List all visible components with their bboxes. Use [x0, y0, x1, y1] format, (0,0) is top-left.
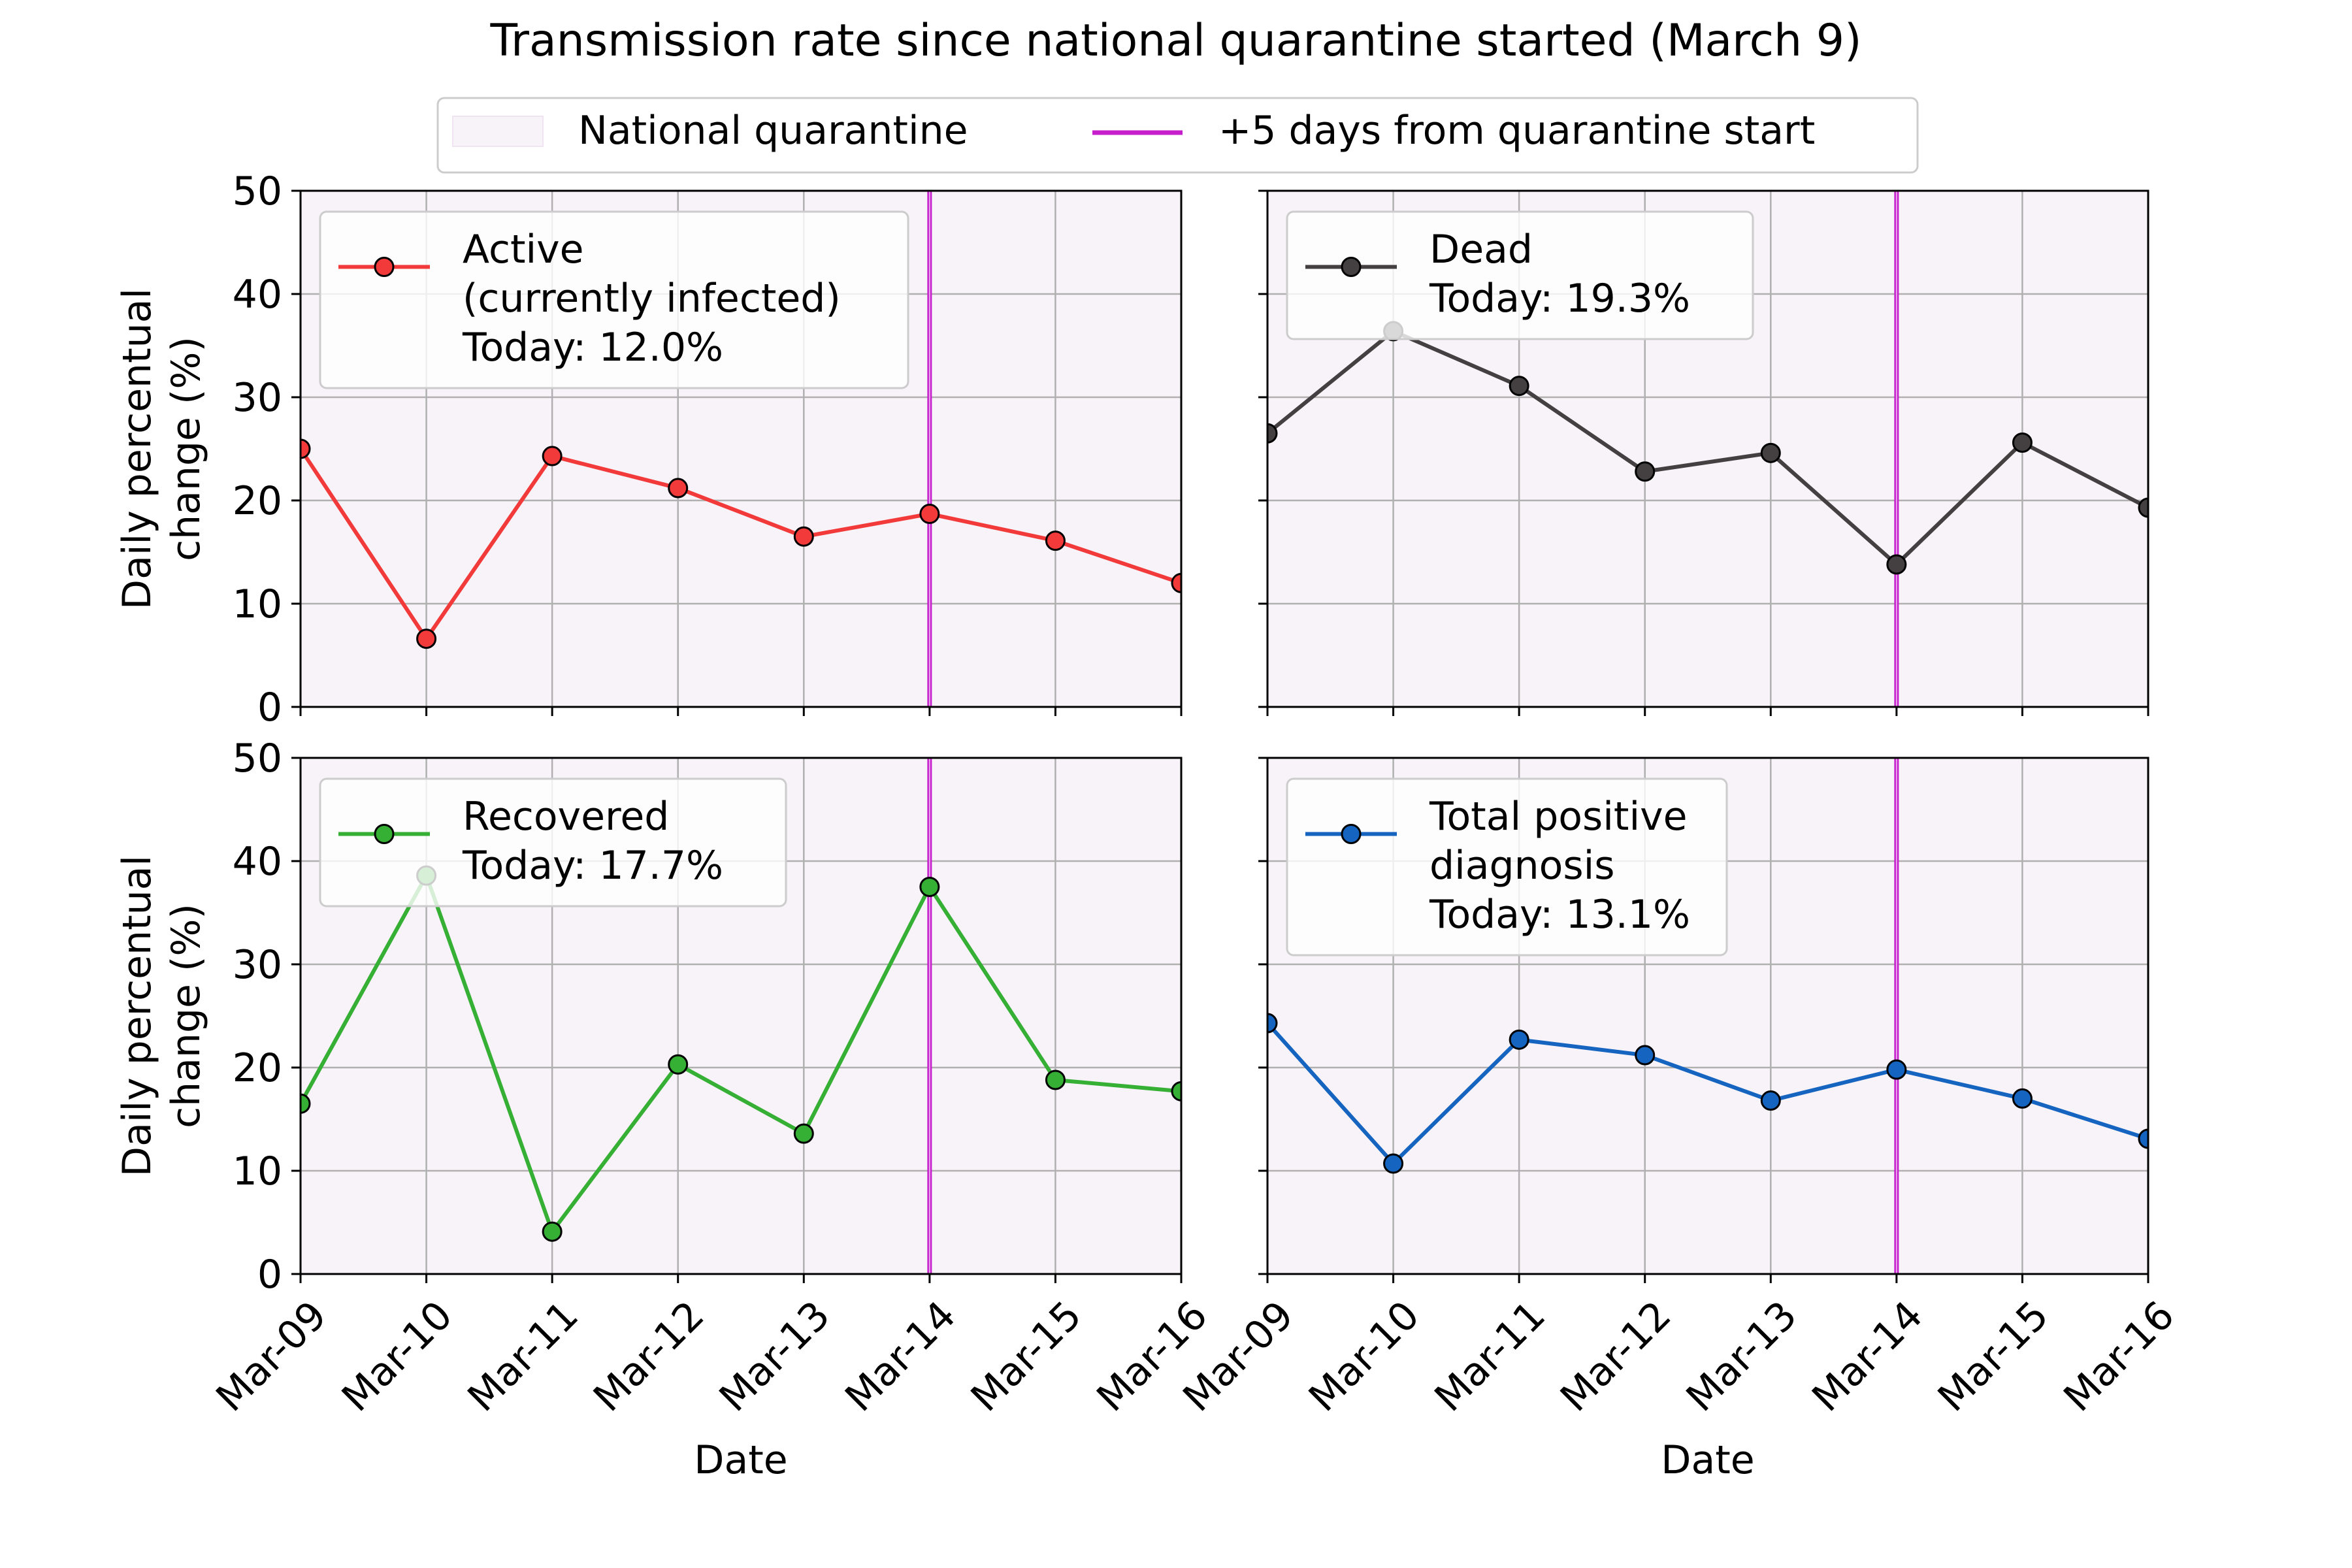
data-point	[793, 526, 814, 547]
panel-legend-marker	[374, 824, 395, 844]
y-tick-label: 20	[233, 478, 282, 524]
y-tick-label: 40	[233, 272, 282, 318]
y-tick-label: 10	[233, 581, 282, 627]
data-point	[793, 1123, 814, 1144]
panel-legend-box	[319, 210, 909, 389]
axes-frame	[299, 189, 1183, 708]
y-axis-label-line: Daily percentual	[114, 288, 160, 610]
y-axis-label-line: change (%)	[163, 336, 209, 561]
y-axis-label-line: change (%)	[163, 904, 209, 1128]
data-point	[1267, 1013, 1278, 1034]
panel-legend-text: Today: 17.7%	[462, 843, 723, 889]
y-tick-label: 30	[233, 375, 282, 421]
y-tick-label: 10	[233, 1149, 282, 1194]
data-point	[542, 1221, 563, 1242]
series-line	[1267, 1022, 2148, 1166]
quarantine-legend-swatch	[452, 116, 544, 147]
data-point	[1760, 1090, 1781, 1111]
data-point	[2138, 497, 2148, 518]
y-axis-label-line: Daily percentual	[114, 855, 160, 1177]
panel-legend-marker	[374, 257, 395, 277]
panel-legend-box	[1286, 777, 1728, 956]
y-tick-label: 0	[257, 685, 282, 730]
data-point	[1171, 572, 1181, 593]
data-point	[301, 438, 311, 459]
panel-legend-box	[1286, 210, 1754, 340]
chart-title: Transmission rate since national quarant…	[489, 15, 1861, 67]
data-point	[919, 877, 940, 897]
axes-frame	[1266, 757, 2149, 1275]
data-point	[1383, 1153, 1404, 1174]
series-group	[1267, 1013, 2148, 1174]
data-point	[2012, 433, 2033, 453]
y-tick-label: 40	[233, 839, 282, 885]
panel-legend-text: diagnosis	[1429, 843, 1615, 889]
panel-legend-text: Today: 13.1%	[1429, 892, 1690, 938]
quarantine-marker-legend-label: +5 days from quarantine start	[1218, 108, 1815, 154]
data-point	[2012, 1088, 2033, 1109]
y-tick-label: 20	[233, 1045, 282, 1091]
series-group	[301, 438, 1181, 649]
series-line	[301, 874, 1181, 1234]
panel-legend-text: Dead	[1429, 227, 1533, 272]
panel-legend-text: Recovered	[463, 794, 669, 840]
data-point	[416, 629, 437, 649]
data-point	[668, 1054, 689, 1075]
series-line	[301, 448, 1181, 641]
quarantine-legend-label: National quarantine	[578, 108, 968, 154]
data-point	[1635, 461, 1656, 482]
panel-legend-text: Total positive	[1429, 794, 1688, 840]
data-point	[2138, 1128, 2148, 1149]
panel-legend-marker	[1341, 257, 1362, 277]
data-point	[1635, 1045, 1656, 1066]
data-point	[1509, 1029, 1529, 1050]
y-tick-label: 30	[233, 942, 282, 988]
data-point	[1045, 531, 1066, 551]
data-point	[542, 446, 563, 466]
figure-legend: National quarantine +5 days from quarant…	[436, 97, 1919, 174]
panel-legend-text: (currently infected)	[463, 276, 841, 321]
y-tick-label: 0	[257, 1252, 282, 1298]
data-point	[1267, 423, 1278, 444]
panel-legend-text: Active	[463, 227, 584, 272]
panel-legend-box	[319, 777, 787, 907]
y-tick-label: 50	[233, 169, 282, 214]
data-point	[1171, 1081, 1181, 1102]
data-point	[301, 1093, 311, 1114]
panel-legend-text: Today: 19.3%	[1429, 276, 1690, 321]
panel-top-left: 0 10 20 30 40 50 Daily percentual change (%) Act…	[114, 169, 1183, 730]
y-tick-label: 50	[233, 736, 282, 781]
x-axis-label: Date	[1661, 1437, 1754, 1483]
data-point	[919, 504, 940, 525]
data-point	[1509, 376, 1529, 397]
figure-legend-box	[436, 97, 1919, 174]
data-point	[1760, 442, 1781, 463]
panel-legend-text: Today: 12.0%	[462, 325, 723, 370]
data-point	[1886, 554, 1907, 575]
data-point	[1045, 1070, 1066, 1090]
data-point	[1886, 1059, 1907, 1080]
series-line	[1267, 329, 2148, 566]
x-axis-label: Date	[694, 1437, 787, 1483]
axes-frame	[1266, 189, 2149, 708]
axes-frame	[299, 757, 1183, 1275]
series-group	[1267, 321, 2148, 575]
data-point	[668, 478, 689, 498]
panel-legend-marker	[1341, 824, 1362, 844]
